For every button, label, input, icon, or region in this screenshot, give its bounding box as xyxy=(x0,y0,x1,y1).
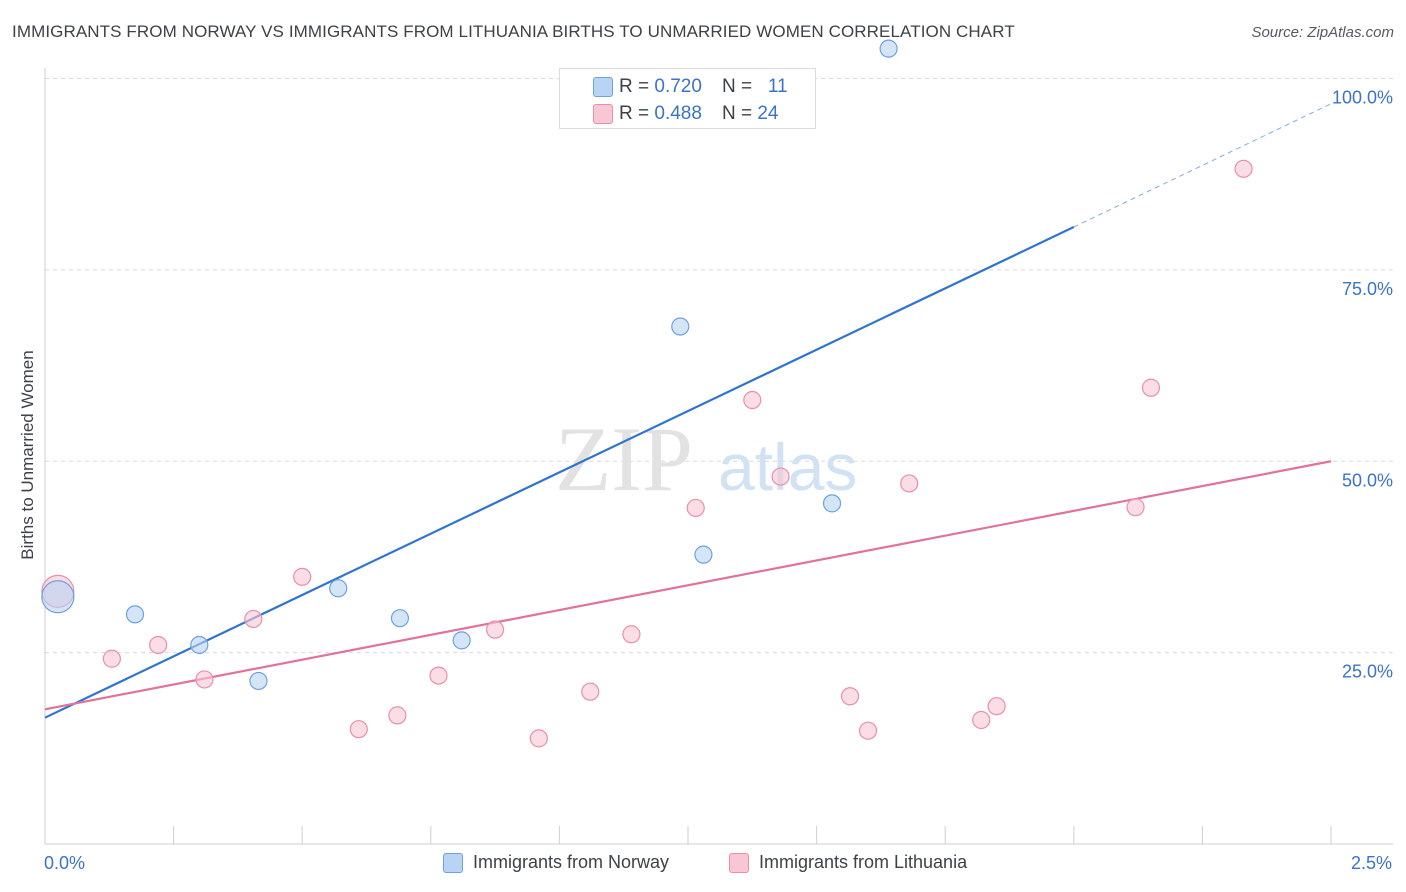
legend-label-norway: Immigrants from Norway xyxy=(473,852,670,872)
point-lithuania xyxy=(771,467,790,486)
point-lithuania xyxy=(581,682,600,701)
point-norway xyxy=(125,605,145,624)
point-lithuania xyxy=(840,687,860,706)
legend-n-label: N = xyxy=(721,76,753,97)
point-lithuania xyxy=(244,609,263,629)
point-norway xyxy=(41,580,75,614)
point-lithuania xyxy=(1126,498,1145,517)
point-lithuania xyxy=(686,498,705,518)
point-lithuania xyxy=(1141,378,1161,397)
point-lithuania xyxy=(987,697,1006,716)
legend-item-lithuania[interactable]: Immigrants from Lithuania xyxy=(729,852,967,873)
x-tick-label-min: 0.0% xyxy=(44,853,86,873)
legend-n-label: N = xyxy=(721,103,753,124)
trendline-norway-extension xyxy=(1073,103,1332,228)
point-lithuania xyxy=(900,474,919,493)
y-tick-label-50: 50.0% xyxy=(1342,470,1393,490)
point-lithuania xyxy=(972,710,991,730)
trendline-lithuania xyxy=(44,460,1332,711)
point-lithuania xyxy=(195,670,214,689)
point-norway xyxy=(879,39,898,58)
watermark-zip: ZIP xyxy=(555,408,693,510)
y-tick-label-75: 75.0% xyxy=(1342,279,1393,299)
legend-swatch-norway xyxy=(443,852,463,873)
x-tick-label-max: 2.5% xyxy=(1351,853,1393,873)
y-tick-label-25: 25.0% xyxy=(1342,662,1393,682)
chart-title: IMMIGRANTS FROM NORWAY VS IMMIGRANTS FRO… xyxy=(12,22,1015,41)
legend-n-value-lithuania: 24 xyxy=(757,103,779,124)
legend-row-norway: R = 0.720 N = 11 xyxy=(593,75,788,99)
legend-r-value-norway: 0.720 xyxy=(654,76,702,97)
legend-row-lithuania: R = 0.488 N = 24 xyxy=(593,102,779,126)
legend-swatch-lithuania xyxy=(593,104,613,124)
legend-swatch-norway xyxy=(593,77,613,97)
point-lithuania xyxy=(858,721,878,740)
point-lithuania xyxy=(1234,159,1253,178)
point-norway xyxy=(452,631,471,650)
point-norway xyxy=(390,609,410,628)
watermark-atlas: atlas xyxy=(718,430,857,504)
point-lithuania xyxy=(293,567,312,586)
point-lithuania xyxy=(743,390,762,410)
point-lithuania xyxy=(388,706,407,725)
point-lithuania xyxy=(529,729,548,748)
y-tick-label-100: 100.0% xyxy=(1332,88,1393,108)
series-legend: Immigrants from Norway Immigrants from L… xyxy=(0,852,1406,878)
y-axis-label: Births to Unmarried Women xyxy=(18,350,37,560)
point-norway xyxy=(329,579,348,598)
point-norway xyxy=(190,635,209,655)
point-lithuania xyxy=(149,635,168,655)
point-norway xyxy=(694,545,713,564)
point-lithuania xyxy=(486,620,505,639)
source-label: Source: ZipAtlas.com xyxy=(1251,24,1394,41)
legend-n-value-norway: 11 xyxy=(767,76,788,97)
legend-r-label: R = xyxy=(619,76,650,97)
legend-item-norway[interactable]: Immigrants from Norway xyxy=(443,852,669,873)
point-norway xyxy=(671,317,690,336)
point-norway xyxy=(249,671,268,691)
point-lithuania xyxy=(622,625,641,644)
point-lithuania xyxy=(102,649,121,668)
legend-r-label: R = xyxy=(619,103,650,124)
legend-r-value-lithuania: 0.488 xyxy=(654,103,702,124)
legend-swatch-lithuania xyxy=(729,852,749,873)
trendline-norway xyxy=(44,226,1075,719)
correlation-legend: R = 0.720 N = 11 R = 0.488 N = 24 xyxy=(559,68,816,129)
point-lithuania xyxy=(429,666,448,685)
point-norway xyxy=(822,494,842,513)
legend-label-lithuania: Immigrants from Lithuania xyxy=(759,852,968,872)
point-lithuania xyxy=(349,720,368,739)
